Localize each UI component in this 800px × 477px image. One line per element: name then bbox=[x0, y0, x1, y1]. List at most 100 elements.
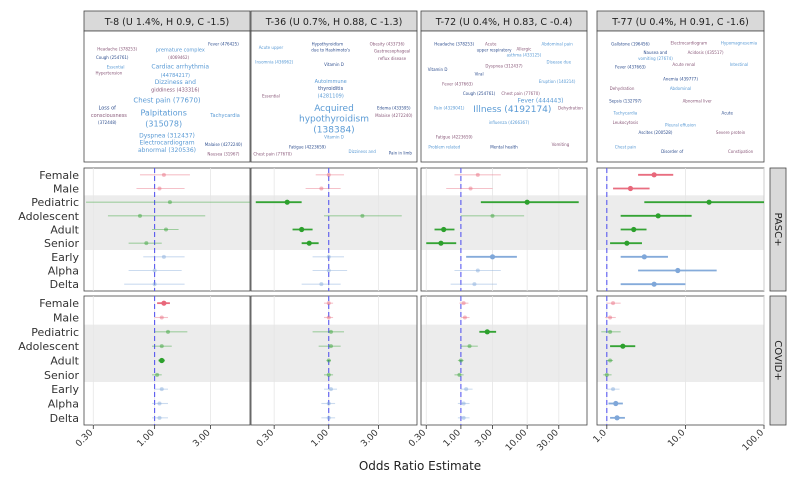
y-tick-label: Early bbox=[51, 251, 79, 264]
word-cloud-term: Hypothyroidism bbox=[312, 41, 344, 46]
word-cloud-term: Vomiting bbox=[552, 142, 570, 147]
word-cloud-term: (4069462) bbox=[168, 55, 189, 60]
word-cloud-term: Severe protein bbox=[716, 130, 746, 135]
point-estimate bbox=[461, 415, 466, 420]
point-estimate bbox=[167, 200, 172, 205]
word-cloud-term: Dizziness and bbox=[155, 79, 196, 86]
point-estimate bbox=[475, 268, 480, 273]
point-estimate bbox=[608, 358, 613, 363]
point-estimate bbox=[161, 172, 166, 177]
point-estimate bbox=[157, 186, 162, 191]
y-tick-label: Adult bbox=[50, 355, 79, 368]
word-cloud-term: Fatigue (4223659) bbox=[436, 135, 473, 140]
panel-title: T-36 (U 0.7%, H 0.88, C -1.3) bbox=[265, 17, 403, 28]
y-tick-label: Adolescent bbox=[18, 210, 79, 223]
point-estimate bbox=[611, 387, 616, 392]
point-estimate bbox=[326, 301, 331, 306]
word-cloud-box bbox=[420, 30, 588, 163]
point-estimate bbox=[620, 343, 626, 349]
point-estimate bbox=[441, 226, 447, 233]
age-band-shade bbox=[84, 195, 250, 250]
x-tick-label: 0.30 bbox=[407, 428, 428, 449]
y-tick-label: Senior bbox=[44, 369, 80, 382]
facet-strip-row bbox=[769, 167, 787, 292]
word-cloud-term: Gastroesophageal bbox=[374, 49, 410, 54]
point-estimate bbox=[299, 226, 305, 233]
point-estimate bbox=[326, 172, 331, 177]
word-cloud-term: Palpitations bbox=[140, 109, 186, 118]
point-estimate bbox=[152, 282, 157, 287]
facet-strip-label: COVID+ bbox=[772, 340, 783, 381]
point-estimate bbox=[614, 415, 620, 421]
point-estimate bbox=[326, 315, 331, 320]
x-tick-label: 0.30 bbox=[255, 428, 276, 449]
word-cloud-term: Constipation bbox=[728, 149, 754, 154]
word-cloud-term: Abnormal liver bbox=[683, 98, 713, 103]
point-estimate bbox=[490, 213, 495, 218]
word-cloud-term: consciousness bbox=[91, 113, 127, 119]
panel-title: T-72 (U 0.4%, H 0.83, C -0.4) bbox=[435, 17, 573, 28]
word-cloud-term: Headache (378253) bbox=[434, 41, 474, 46]
word-cloud-term: Fever (437663) bbox=[442, 81, 473, 86]
y-tick-label: Early bbox=[51, 383, 79, 396]
word-cloud-term: Dyspnea (312437) bbox=[139, 132, 195, 139]
point-estimate bbox=[159, 387, 164, 392]
word-cloud-term: Acidosis (435517) bbox=[688, 50, 724, 55]
point-estimate bbox=[328, 387, 333, 392]
point-estimate bbox=[326, 372, 331, 377]
word-cloud-term: asthma (433125) bbox=[507, 52, 542, 57]
word-cloud-term: premature complex bbox=[156, 48, 205, 54]
word-cloud-term: Chest pain (77670) bbox=[501, 91, 540, 96]
point-estimate bbox=[161, 254, 166, 259]
word-cloud-term: Cough (254761) bbox=[463, 91, 496, 96]
word-cloud-term: Problem related bbox=[428, 144, 460, 149]
point-estimate bbox=[326, 358, 331, 363]
point-estimate bbox=[161, 300, 167, 306]
word-cloud-term: Acute bbox=[722, 110, 734, 115]
word-cloud-term: Chest pain (77670) bbox=[133, 96, 201, 104]
y-tick-label: Alpha bbox=[48, 265, 79, 278]
x-tick-label: 100.0 bbox=[741, 428, 766, 453]
point-estimate bbox=[524, 199, 530, 205]
point-estimate bbox=[675, 267, 681, 274]
point-estimate bbox=[360, 213, 365, 218]
x-tick-label: 0.30 bbox=[74, 428, 95, 449]
point-estimate bbox=[461, 301, 466, 306]
word-cloud-term: Malaise (4272240) bbox=[205, 142, 243, 147]
word-cloud-term: hypothyroidism bbox=[299, 115, 369, 125]
point-estimate bbox=[326, 268, 331, 273]
x-tick-label: 3.00 bbox=[191, 428, 212, 449]
x-tick-label: 3.00 bbox=[473, 428, 494, 449]
x-tick-label: 30.00 bbox=[536, 428, 561, 453]
y-tick-label: Male bbox=[53, 312, 79, 325]
x-tick-label: 1.00 bbox=[310, 428, 331, 449]
point-estimate bbox=[461, 401, 466, 406]
y-tick-label: Alpha bbox=[48, 398, 79, 411]
word-cloud-term: upper respiratory bbox=[477, 48, 512, 53]
point-estimate bbox=[157, 401, 162, 406]
word-cloud-term: Leukocytosis bbox=[613, 120, 639, 125]
point-estimate bbox=[152, 268, 157, 273]
word-cloud-term: Dizziness and bbox=[348, 149, 376, 154]
word-cloud-term: (4281109) bbox=[318, 94, 344, 100]
word-cloud-term: Electrocardiogram bbox=[670, 40, 707, 45]
x-tick-label: 1.00 bbox=[442, 428, 463, 449]
word-cloud-term: Vitamin D bbox=[324, 135, 344, 140]
word-cloud-term: (315078) bbox=[145, 120, 182, 129]
point-estimate bbox=[467, 344, 472, 349]
point-estimate bbox=[165, 329, 170, 334]
word-cloud-term: Insomnia (436962) bbox=[255, 60, 293, 65]
x-tick-label: 3.00 bbox=[359, 428, 380, 449]
x-tick-label: 1.00 bbox=[136, 428, 157, 449]
word-cloud-term: giddiness (433316) bbox=[151, 87, 199, 93]
word-cloud-term: Sepsis (132797) bbox=[609, 98, 642, 103]
word-cloud-term: Vitamin D bbox=[428, 67, 448, 72]
word-cloud-term: Allergic bbox=[516, 46, 531, 51]
word-cloud-term: Obesity (433736) bbox=[370, 41, 405, 46]
point-estimate bbox=[608, 329, 613, 334]
word-cloud-term: Disease due bbox=[547, 60, 572, 65]
facet-strip-label: PASC+ bbox=[772, 213, 783, 247]
point-estimate bbox=[489, 254, 496, 260]
word-cloud-term: Autoimmune bbox=[315, 79, 347, 85]
